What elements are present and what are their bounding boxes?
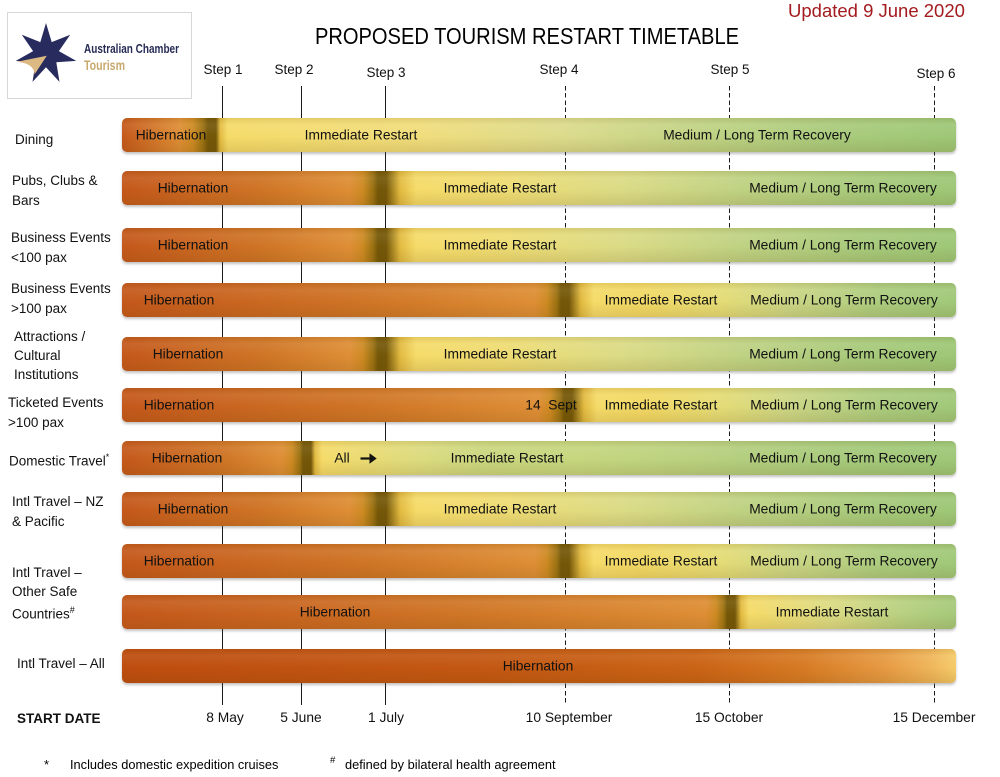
svg-text:Australian Chamber: Australian Chamber (84, 42, 179, 56)
svg-text:Tourism: Tourism (84, 58, 125, 73)
